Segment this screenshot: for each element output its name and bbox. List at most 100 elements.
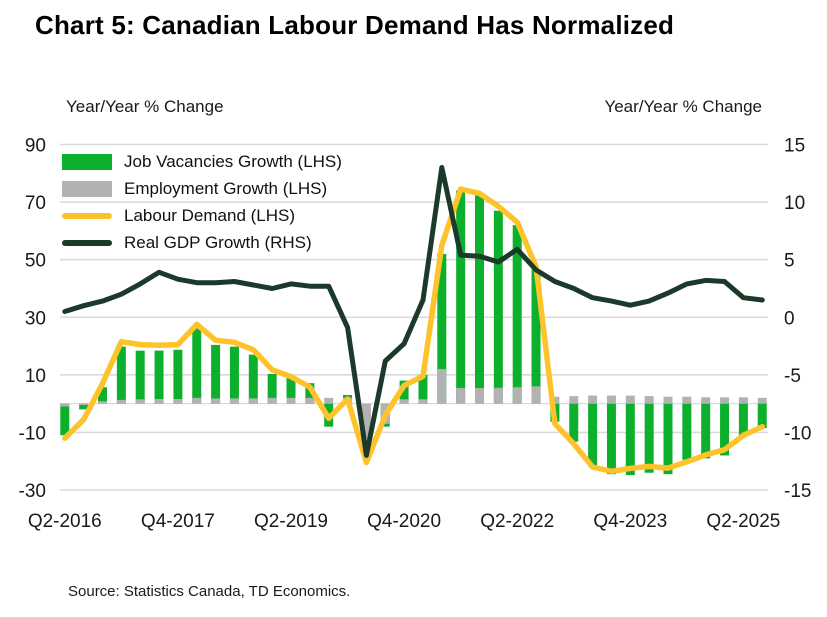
job-vacancies-bar xyxy=(588,403,598,467)
job-vacancies-bar xyxy=(305,383,315,404)
chart-title: Chart 5: Canadian Labour Demand Has Norm… xyxy=(35,10,675,40)
employment-bar xyxy=(456,388,466,404)
x-axis-tick-label: Q4-2017 xyxy=(141,511,215,532)
legend-bar-swatch xyxy=(62,153,112,170)
left-axis-tick-label: 70 xyxy=(25,193,46,214)
x-axis-tick-label: Q4-2023 xyxy=(593,511,667,532)
job-vacancies-bar xyxy=(173,349,183,404)
job-vacancies-bar xyxy=(116,346,126,404)
job-vacancies-bar xyxy=(98,387,107,404)
right-axis-title: Year/Year % Change xyxy=(604,97,762,116)
real-gdp-line xyxy=(62,165,765,458)
job-vacancies-bar xyxy=(625,403,635,476)
employment-bar xyxy=(588,395,598,404)
employment-bar xyxy=(361,403,371,439)
job-vacancies-bar xyxy=(229,346,239,404)
left-axis-tick-label: 10 xyxy=(25,366,46,387)
employment-bar xyxy=(437,369,447,404)
source-note: Source: Statistics Canada, TD Economics. xyxy=(68,583,351,600)
job-vacancies-bar xyxy=(493,210,503,404)
legend-item: Real GDP Growth (RHS) xyxy=(62,229,342,256)
x-axis-tick-label: Q2-2025 xyxy=(706,511,780,532)
x-axis-tick-label: Q2-2016 xyxy=(28,511,102,532)
legend-label: Employment Growth (LHS) xyxy=(124,178,328,198)
left-axis-title: Year/Year % Change xyxy=(66,97,224,116)
job-vacancies-bar xyxy=(437,253,447,404)
employment-bar xyxy=(644,396,654,404)
left-axis-tick-label: -10 xyxy=(19,423,46,444)
right-axis-tick-label: -15 xyxy=(784,481,811,502)
employment-bar xyxy=(493,387,503,404)
employment-bar xyxy=(229,398,239,404)
job-vacancies-bar xyxy=(211,344,221,404)
job-vacancies-bar xyxy=(644,403,654,473)
job-vacancies-bar xyxy=(267,373,277,404)
x-axis-tick-label: Q2-2022 xyxy=(480,511,554,532)
employment-bar xyxy=(60,403,70,407)
job-vacancies-bar xyxy=(475,194,484,404)
job-vacancies-bar xyxy=(606,403,616,475)
job-vacancies-bar xyxy=(569,403,579,442)
employment-bar xyxy=(682,396,692,404)
x-axis-tick-label: Q4-2020 xyxy=(367,511,441,532)
legend-label: Real GDP Growth (RHS) xyxy=(124,232,312,252)
employment-bar xyxy=(98,401,107,404)
job-vacancies-bar xyxy=(154,350,164,404)
right-axis-tick-label: 0 xyxy=(784,308,795,329)
employment-bar xyxy=(757,397,767,404)
employment-bar xyxy=(720,397,730,404)
employment-bar xyxy=(154,399,164,404)
job-vacancies-bar xyxy=(192,328,202,404)
employment-bar xyxy=(248,398,258,404)
job-vacancies-bar xyxy=(286,375,296,404)
legend-line-swatch xyxy=(62,212,112,219)
employment-bar xyxy=(305,397,315,404)
employment-bar xyxy=(701,397,711,404)
employment-bar xyxy=(738,397,748,404)
employment-bar xyxy=(625,395,635,404)
job-vacancies-bar xyxy=(418,374,428,404)
job-vacancies-bar xyxy=(135,350,145,404)
employment-bar xyxy=(79,403,89,406)
right-axis-tick-label: -10 xyxy=(784,423,811,444)
job-vacancies-bar xyxy=(456,190,466,404)
x-axis-tick-label: Q2-2019 xyxy=(254,511,328,532)
employment-bar xyxy=(606,395,616,404)
left-axis-tick-label: -30 xyxy=(19,481,46,502)
employment-bar xyxy=(663,396,673,404)
legend-item: Job Vacancies Growth (LHS) xyxy=(62,148,342,175)
left-axis-tick-label: 50 xyxy=(25,251,46,272)
right-axis-tick-label: -5 xyxy=(784,366,801,387)
right-axis-tick-label: 10 xyxy=(784,193,805,214)
employment-bar xyxy=(512,387,522,404)
job-vacancies-bar xyxy=(720,403,730,456)
employment-bar xyxy=(569,396,579,404)
job-vacancies-bar xyxy=(757,403,767,429)
job-vacancies-bar xyxy=(399,380,409,404)
chart-legend: Job Vacancies Growth (LHS) Employment Gro… xyxy=(62,148,342,256)
legend-label: Labour Demand (LHS) xyxy=(124,205,296,225)
job-vacancies-bar xyxy=(531,269,541,404)
job-vacancies-bar xyxy=(248,354,258,404)
legend-bar-swatch xyxy=(62,180,112,197)
left-axis-tick-label: 90 xyxy=(25,136,46,157)
employment-bar xyxy=(267,397,277,404)
employment-bar xyxy=(324,397,334,404)
job-vacancies-bar xyxy=(60,403,70,436)
employment-bar xyxy=(192,397,202,404)
job-vacancies-bar xyxy=(512,225,522,404)
job-vacancies-bar xyxy=(682,403,692,460)
legend-item: Employment Growth (LHS) xyxy=(62,175,342,202)
job-vacancies-bar xyxy=(738,403,748,436)
employment-bar xyxy=(531,386,541,404)
employment-bar xyxy=(399,399,409,404)
job-vacancies-bar xyxy=(663,403,673,475)
labour-demand-line xyxy=(62,186,766,475)
employment-bar xyxy=(211,398,221,404)
legend-label: Job Vacancies Growth (LHS) xyxy=(124,151,342,171)
legend-item: Labour Demand (LHS) xyxy=(62,202,342,229)
employment-bar xyxy=(135,399,145,404)
right-axis-tick-label: 5 xyxy=(784,251,795,272)
